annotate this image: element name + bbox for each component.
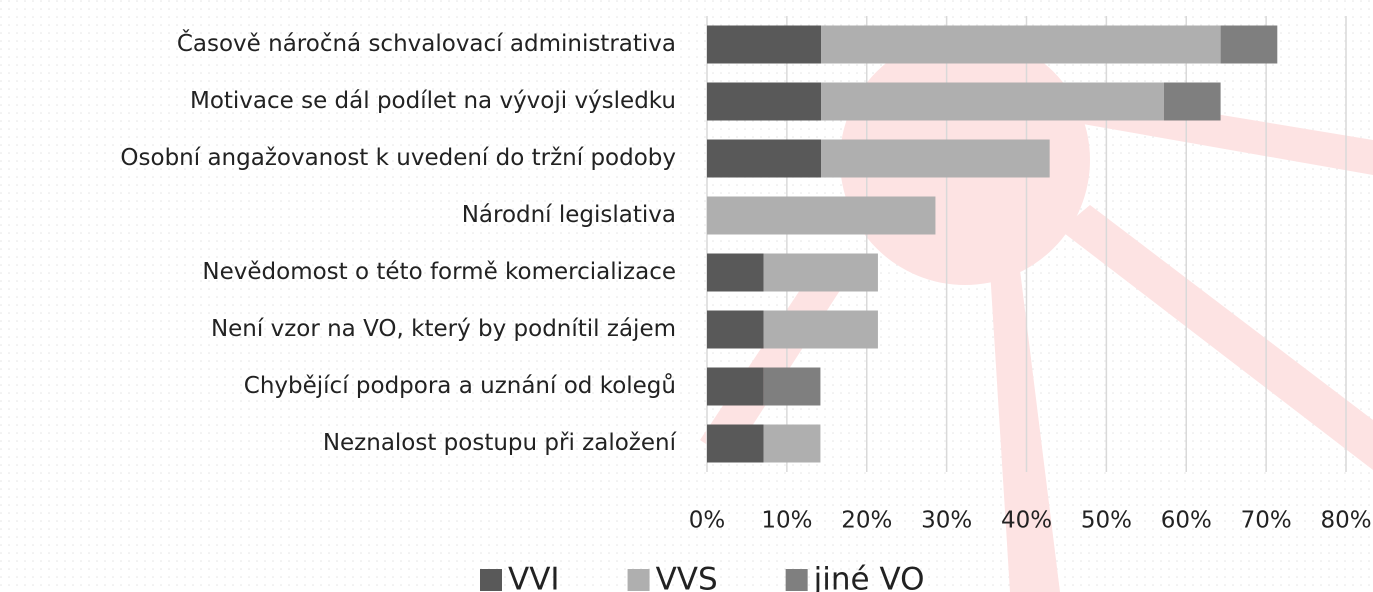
legend-swatch [480,569,502,591]
category-label: Není vzor na VO, který by podnítil zájem [211,316,676,342]
bar-segment [1164,83,1221,121]
bar-segment [764,425,821,463]
bar-segment [707,311,764,349]
x-tick-label: 70% [1241,508,1292,534]
category-label: Časově náročná schvalovací administrativ… [177,29,676,57]
legend-label: jiné VO [813,562,925,592]
x-tick-label: 30% [921,508,972,534]
bar-segment [707,197,935,235]
bar-segment [707,26,821,64]
bar-segment [707,83,821,121]
x-tick-label: 80% [1320,508,1371,534]
x-tick-label: 0% [689,508,726,534]
x-tick-label: 20% [841,508,892,534]
x-tick-label: 40% [1001,508,1052,534]
category-label: Nevědomost o této formě komercializace [202,259,676,285]
x-tick-label: 60% [1161,508,1212,534]
bar-segment [764,368,821,406]
legend-label: VVS [656,562,718,592]
bar-segment [821,83,1164,121]
bar-segment [821,26,1220,64]
legend-swatch [786,569,808,591]
chart: 0% 10% 20% 30% 40% 50% 60% 70% 80% Časově náročná… [0,0,1373,592]
legend-swatch [628,569,650,591]
category-label: Osobní angažovanost k uvedení do tržní p… [120,145,676,171]
bar-segment [1221,26,1278,64]
category-label: Chybějící podpora a uznání od kolegů [244,372,676,399]
category-label: Neznalost postupu při založení [323,430,677,456]
bar-segment [707,254,764,292]
category-label: Motivace se dál podílet na vývoji výsled… [190,88,676,114]
bar-segment [707,425,764,463]
bar-segment [707,368,764,406]
x-tick-label: 50% [1081,508,1132,534]
bar-segment [764,254,878,292]
bar-segment [764,311,878,349]
legend-label: VVI [508,562,560,592]
bar-segment [821,140,1049,178]
x-tick-label: 10% [761,508,812,534]
category-label: Národní legislativa [462,202,676,228]
bar-segment [707,140,821,178]
